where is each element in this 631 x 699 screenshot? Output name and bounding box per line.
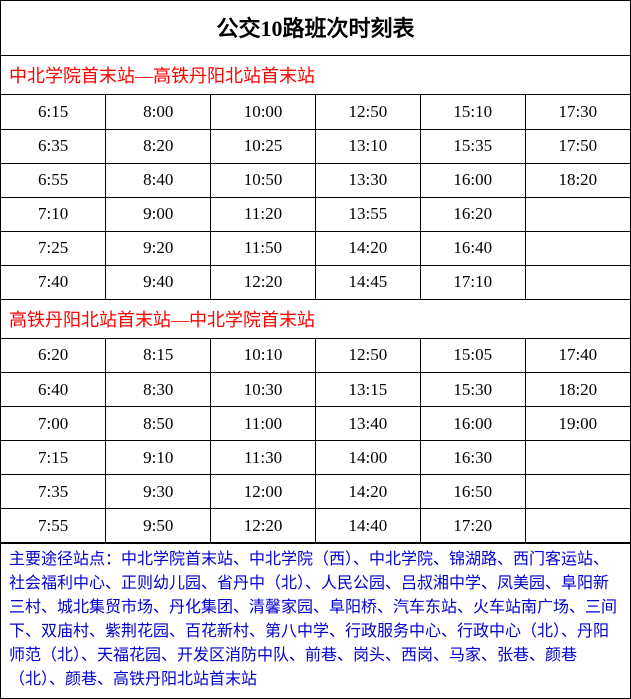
time-cell: 10:30: [211, 373, 316, 407]
table-row: 7:15 9:10 11:30 14:00 16:30: [1, 441, 630, 475]
timetable-inbound: 6:20 8:15 10:10 12:50 15:05 17:40 6:40 8…: [1, 339, 630, 544]
time-cell: [525, 231, 630, 265]
time-cell: 10:25: [211, 129, 316, 163]
time-cell: 6:35: [1, 129, 106, 163]
time-cell: 16:30: [420, 441, 525, 475]
time-cell: 18:20: [525, 373, 630, 407]
time-cell: 15:30: [420, 373, 525, 407]
time-cell: 8:50: [106, 407, 211, 441]
timetable-container: 公交10路班次时刻表 中北学院首末站—高铁丹阳北站首末站 6:15 8:00 1…: [0, 0, 631, 699]
time-cell: 13:15: [315, 373, 420, 407]
time-cell: 12:20: [211, 265, 316, 299]
time-cell: 14:40: [315, 509, 420, 543]
table-row: 6:55 8:40 10:50 13:30 16:00 18:20: [1, 163, 630, 197]
time-cell: 11:20: [211, 197, 316, 231]
table-row: 6:20 8:15 10:10 12:50 15:05 17:40: [1, 339, 630, 373]
stops-section: 主要途径站点：中北学院首末站、中北学院（西）、中北学院、锦湖路、西门客运站、社会…: [1, 543, 630, 698]
time-cell: 9:40: [106, 265, 211, 299]
time-cell: 8:30: [106, 373, 211, 407]
time-cell: 17:10: [420, 265, 525, 299]
section-header-outbound: 中北学院首末站—高铁丹阳北站首末站: [1, 56, 630, 95]
time-cell: [525, 475, 630, 509]
table-row: 7:40 9:40 12:20 14:45 17:10: [1, 265, 630, 299]
time-cell: [525, 509, 630, 543]
time-cell: [525, 265, 630, 299]
time-cell: 9:30: [106, 475, 211, 509]
time-cell: 11:50: [211, 231, 316, 265]
time-cell: 15:10: [420, 95, 525, 129]
time-cell: 17:30: [525, 95, 630, 129]
time-cell: 10:50: [211, 163, 316, 197]
time-cell: 9:00: [106, 197, 211, 231]
section-header-inbound: 高铁丹阳北站首末站—中北学院首末站: [1, 300, 630, 339]
time-cell: 7:25: [1, 231, 106, 265]
time-cell: 16:20: [420, 197, 525, 231]
time-cell: 7:00: [1, 407, 106, 441]
time-cell: 8:40: [106, 163, 211, 197]
time-cell: 13:30: [315, 163, 420, 197]
time-cell: 8:15: [106, 339, 211, 373]
time-cell: 19:00: [525, 407, 630, 441]
table-row: 7:55 9:50 12:20 14:40 17:20: [1, 509, 630, 543]
time-cell: 14:45: [315, 265, 420, 299]
time-cell: 6:40: [1, 373, 106, 407]
time-cell: [525, 197, 630, 231]
time-cell: 16:40: [420, 231, 525, 265]
time-cell: 6:55: [1, 163, 106, 197]
table-row: 6:15 8:00 10:00 12:50 15:10 17:30: [1, 95, 630, 129]
time-cell: 18:20: [525, 163, 630, 197]
table-row: 7:25 9:20 11:50 14:20 16:40: [1, 231, 630, 265]
time-cell: 11:30: [211, 441, 316, 475]
timetable-outbound: 6:15 8:00 10:00 12:50 15:10 17:30 6:35 8…: [1, 95, 630, 300]
time-cell: 17:50: [525, 129, 630, 163]
stops-text: 中北学院首末站、中北学院（西）、中北学院、锦湖路、西门客运站、社会福利中心、正则…: [9, 551, 617, 688]
time-cell: 7:40: [1, 265, 106, 299]
time-cell: 12:00: [211, 475, 316, 509]
time-cell: 13:55: [315, 197, 420, 231]
time-cell: 11:00: [211, 407, 316, 441]
stops-label: 主要途径站点：: [9, 551, 121, 568]
time-cell: 9:20: [106, 231, 211, 265]
time-cell: 16:00: [420, 407, 525, 441]
time-cell: 6:20: [1, 339, 106, 373]
time-cell: 15:35: [420, 129, 525, 163]
time-cell: 17:40: [525, 339, 630, 373]
table-row: 7:00 8:50 11:00 13:40 16:00 19:00: [1, 407, 630, 441]
time-cell: 7:35: [1, 475, 106, 509]
time-cell: 13:40: [315, 407, 420, 441]
time-cell: 7:15: [1, 441, 106, 475]
table-row: 7:10 9:00 11:20 13:55 16:20: [1, 197, 630, 231]
time-cell: 8:20: [106, 129, 211, 163]
time-cell: 17:20: [420, 509, 525, 543]
time-cell: 13:10: [315, 129, 420, 163]
time-cell: 10:10: [211, 339, 316, 373]
time-cell: 8:00: [106, 95, 211, 129]
time-cell: 16:00: [420, 163, 525, 197]
table-row: 6:40 8:30 10:30 13:15 15:30 18:20: [1, 373, 630, 407]
time-cell: 12:20: [211, 509, 316, 543]
time-cell: 14:00: [315, 441, 420, 475]
time-cell: 7:10: [1, 197, 106, 231]
time-cell: 15:05: [420, 339, 525, 373]
time-cell: 14:20: [315, 231, 420, 265]
table-row: 7:35 9:30 12:00 14:20 16:50: [1, 475, 630, 509]
time-cell: 12:50: [315, 95, 420, 129]
time-cell: 16:50: [420, 475, 525, 509]
time-cell: 12:50: [315, 339, 420, 373]
time-cell: 10:00: [211, 95, 316, 129]
time-cell: 7:55: [1, 509, 106, 543]
time-cell: 9:50: [106, 509, 211, 543]
time-cell: [525, 441, 630, 475]
table-row: 6:35 8:20 10:25 13:10 15:35 17:50: [1, 129, 630, 163]
time-cell: 14:20: [315, 475, 420, 509]
page-title: 公交10路班次时刻表: [1, 1, 630, 56]
time-cell: 9:10: [106, 441, 211, 475]
time-cell: 6:15: [1, 95, 106, 129]
